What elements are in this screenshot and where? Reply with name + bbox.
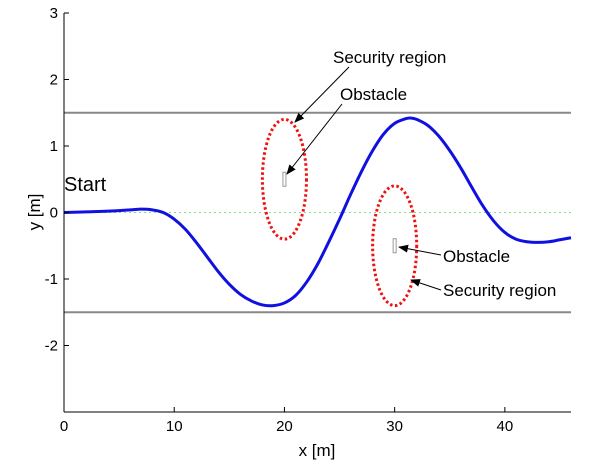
arrow-obstacle-2 bbox=[398, 244, 442, 256]
y-tick-label--1: -1 bbox=[45, 271, 58, 288]
x-tick-label-40: 40 bbox=[497, 418, 514, 435]
x-tick-label-20: 20 bbox=[276, 418, 293, 435]
security-region-label-1: Security region bbox=[333, 48, 446, 67]
obstacle-label-2: Obstacle bbox=[443, 247, 510, 266]
trajectory-line bbox=[63, 116, 572, 308]
obstacle-2 bbox=[392, 238, 397, 254]
obstacle-1 bbox=[282, 171, 287, 187]
x-tick-label-10: 10 bbox=[166, 418, 183, 435]
security-region-label-2: Security region bbox=[443, 281, 556, 300]
y-tick-label-3: 3 bbox=[50, 5, 58, 22]
x-tick-label-0: 0 bbox=[60, 418, 68, 435]
x-axis-label: x [m] bbox=[299, 441, 336, 460]
arrow-security-region-1 bbox=[294, 66, 350, 123]
y-tick-label-0: 0 bbox=[50, 205, 58, 222]
y-tick-label-2: 2 bbox=[50, 72, 58, 89]
arrow-security-region-2 bbox=[410, 279, 442, 291]
arrow-obstacle-1 bbox=[286, 103, 343, 175]
y-axis-label: y [m] bbox=[25, 194, 44, 231]
x-tick-label-30: 30 bbox=[386, 418, 403, 435]
y-tick-label--2: -2 bbox=[45, 338, 58, 355]
start-label: Start bbox=[64, 174, 107, 196]
security-region-2 bbox=[371, 184, 419, 308]
security-region-1 bbox=[260, 117, 308, 241]
obstacle-label-1: Obstacle bbox=[340, 85, 407, 104]
y-tick-label-1: 1 bbox=[50, 138, 58, 155]
plot-area: 0 10 20 30 40 -2 -1 0 1 2 3 bbox=[45, 5, 572, 435]
